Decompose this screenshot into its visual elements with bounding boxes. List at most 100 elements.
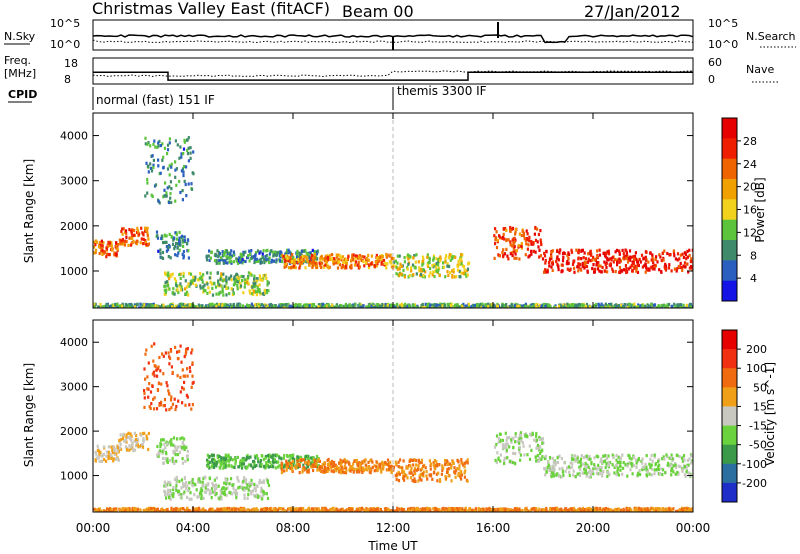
echo-cell <box>561 263 564 267</box>
echo-cell <box>651 253 654 257</box>
echo-cell <box>400 264 403 268</box>
echo-cell <box>120 438 123 442</box>
echo-cell <box>478 303 481 307</box>
echo-cell <box>556 255 559 259</box>
echo-cell <box>161 303 164 307</box>
echo-cell <box>629 265 632 269</box>
echo-cell <box>494 304 497 308</box>
echo-cell <box>574 459 577 463</box>
echo-cell <box>326 256 329 260</box>
echo-cell <box>237 479 240 483</box>
echo-cell <box>565 306 568 308</box>
echo-cell <box>670 469 673 473</box>
echo-cell <box>145 305 148 308</box>
echo-cell <box>649 304 652 308</box>
echo-cell <box>306 456 309 460</box>
echo-cell <box>203 490 207 494</box>
echo-cell <box>421 255 425 259</box>
echo-cell <box>213 491 216 495</box>
echo-cell <box>645 474 649 478</box>
echo-cell <box>398 472 401 476</box>
echo-cell <box>660 270 663 274</box>
echo-cell <box>625 267 628 271</box>
echo-cell <box>645 465 648 469</box>
echo-cell <box>670 269 673 273</box>
echo-cell <box>316 459 319 463</box>
echo-cell <box>287 259 290 263</box>
echo-cell <box>127 243 130 247</box>
echo-cell <box>199 284 202 288</box>
echo-cell <box>420 272 423 277</box>
echo-cell <box>175 183 178 187</box>
echo-cell <box>352 462 355 466</box>
echo-cell <box>635 266 638 270</box>
echo-cell <box>182 483 185 487</box>
echo-cell <box>685 304 688 308</box>
echo-cell <box>657 465 660 469</box>
echo-cell <box>144 240 148 244</box>
echo-cell <box>128 448 131 452</box>
echo-cell <box>208 460 211 464</box>
echo-cell <box>175 279 178 283</box>
echo-cell <box>196 495 199 499</box>
echo-cell <box>570 248 573 252</box>
echo-cell <box>209 271 212 275</box>
echo-cell <box>677 264 681 269</box>
echo-cell <box>338 305 341 308</box>
echo-cell <box>679 465 682 469</box>
echo-cell <box>277 251 280 255</box>
echo-cell <box>433 274 436 279</box>
echo-cell <box>135 441 138 445</box>
echo-cell <box>283 464 286 468</box>
echo-cell <box>314 305 317 308</box>
echo-cell <box>242 291 245 295</box>
echo-cell <box>463 461 466 465</box>
echo-cell <box>670 463 673 467</box>
echo-cell <box>670 473 673 477</box>
echo-cell <box>632 463 635 467</box>
echo-cell <box>588 252 591 256</box>
echo-cell <box>576 456 579 460</box>
echo-cell <box>433 305 436 308</box>
echo-cell <box>221 290 224 294</box>
echo-cell <box>99 302 102 307</box>
echo-cell <box>687 270 690 274</box>
echo-cell <box>186 290 189 294</box>
echo-cell <box>283 258 287 262</box>
echo-cell <box>586 472 589 476</box>
echo-cell <box>152 142 155 146</box>
echo-cell <box>168 141 171 145</box>
echo-cell <box>394 259 397 263</box>
echo-cell <box>563 460 566 465</box>
echo-cell <box>325 260 328 264</box>
echo-cell <box>630 461 633 465</box>
echo-cell <box>253 464 256 469</box>
echo-cell <box>255 464 258 468</box>
echo-cell <box>287 461 290 465</box>
echo-cell <box>238 485 241 489</box>
echo-cell <box>332 462 335 466</box>
echo-cell <box>525 242 528 246</box>
echo-cell <box>195 488 198 492</box>
echo-cell <box>173 247 176 251</box>
echo-cell <box>596 249 599 253</box>
echo-cell <box>292 453 295 457</box>
echo-cell <box>509 252 512 256</box>
echo-cell <box>597 302 600 306</box>
echo-cell <box>681 469 684 473</box>
echo-cell <box>253 277 256 281</box>
echo-cell <box>421 472 425 476</box>
echo-cell <box>514 230 517 234</box>
echo-cell <box>135 303 138 307</box>
echo-cell <box>630 255 633 259</box>
echo-cell <box>386 463 389 467</box>
echo-cell <box>250 292 253 296</box>
echo-cell <box>606 256 609 260</box>
echo-cell <box>409 469 412 473</box>
echo-cell <box>127 431 130 435</box>
echo-cell <box>128 444 131 448</box>
echo-cell <box>170 438 173 442</box>
echo-cell <box>613 471 616 475</box>
echo-cell <box>394 460 397 464</box>
echo-cell <box>359 462 362 466</box>
